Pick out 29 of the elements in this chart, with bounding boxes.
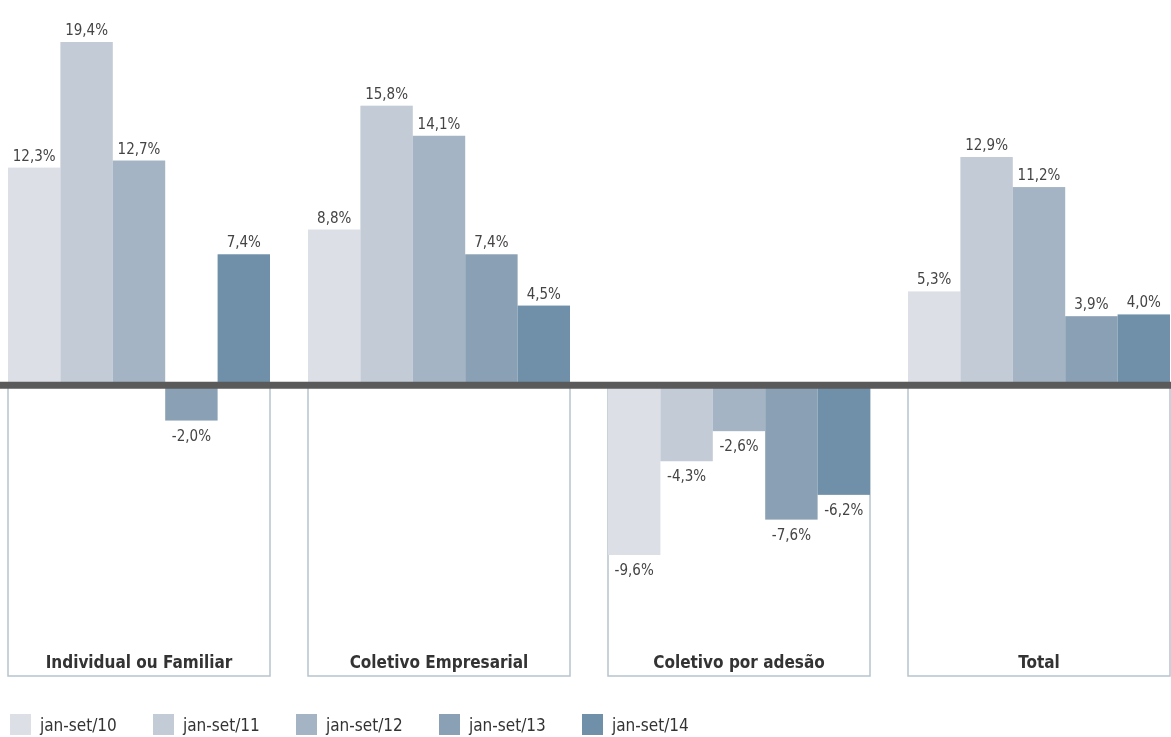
x-tick-label: Coletivo Empresarial (349, 652, 529, 672)
legend-label: jan-set/11 (182, 715, 260, 735)
data-label: 12,3% (12, 146, 56, 165)
data-label: 5,3% (917, 270, 952, 289)
x-tick-label: Individual ou Familiar (45, 652, 233, 672)
data-label: -4,3% (667, 467, 707, 486)
data-label: 7,4% (474, 233, 509, 252)
data-label: 4,5% (526, 284, 562, 303)
data-label: -7,6% (771, 525, 812, 544)
data-label: 3,9% (1074, 295, 1109, 314)
data-label: -9,6% (614, 561, 654, 579)
data-label: 8,8% (317, 208, 352, 227)
data-label: 12,7% (117, 139, 161, 158)
legend-label: jan-set/13 (468, 715, 546, 735)
legend-label: jan-set/10 (39, 715, 117, 735)
data-label: 14,1% (417, 114, 461, 133)
data-label: -2,0% (171, 426, 212, 445)
data-label: -6,2% (824, 500, 864, 519)
data-label: 11,2% (1017, 166, 1061, 185)
data-label: -2,6% (719, 437, 759, 456)
data-label: 7,4% (226, 233, 262, 252)
data-label: 19,4% (65, 21, 109, 39)
x-tick-label: Coletivo por adesão (653, 652, 825, 672)
x-tick-label: Total (1018, 652, 1060, 672)
legend-label: jan-set/12 (325, 715, 403, 735)
data-label: 15,8% (365, 84, 409, 103)
data-label: 4,0% (1126, 293, 1162, 312)
data-label: 12,9% (965, 135, 1009, 154)
legend-label: jan-set/14 (611, 715, 689, 735)
